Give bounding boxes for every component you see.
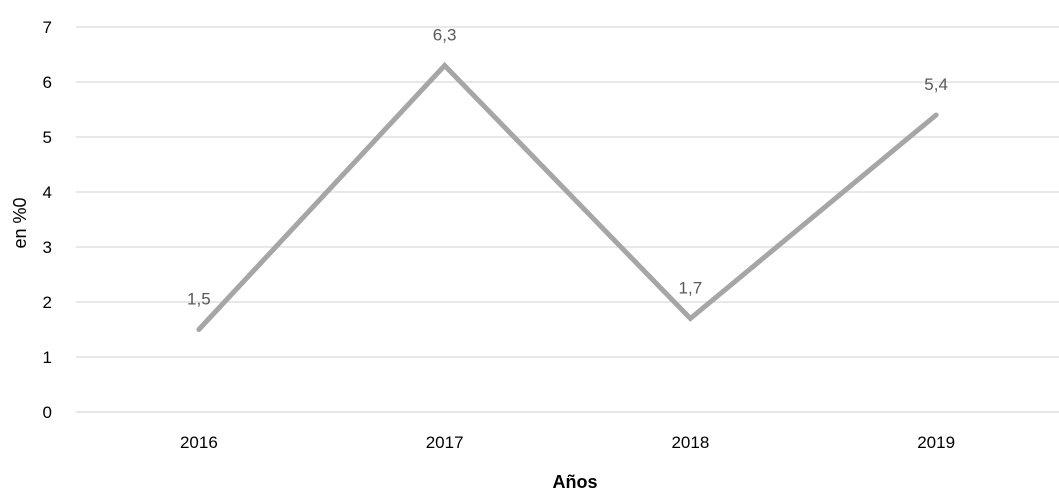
y-tick-label: 0 bbox=[43, 403, 52, 422]
series-layer bbox=[196, 61, 939, 332]
series-line bbox=[196, 61, 939, 332]
data-label: 1,5 bbox=[187, 290, 211, 309]
gridlines bbox=[76, 26, 1059, 413]
y-axis-ticks: 0 1 2 3 4 5 6 7 bbox=[43, 18, 52, 422]
x-tick-label: 2016 bbox=[180, 433, 218, 452]
y-tick-label: 7 bbox=[43, 18, 52, 37]
y-tick-label: 2 bbox=[43, 293, 52, 312]
x-tick-label: 2018 bbox=[671, 433, 709, 452]
y-tick-label: 5 bbox=[43, 128, 52, 147]
data-labels: 1,5 6,3 1,7 5,4 bbox=[187, 26, 948, 309]
data-label: 1,7 bbox=[679, 279, 703, 298]
y-axis-title: en %0 bbox=[10, 197, 30, 248]
data-label: 5,4 bbox=[924, 75, 948, 94]
y-tick-label: 6 bbox=[43, 73, 52, 92]
x-tick-label: 2017 bbox=[426, 433, 464, 452]
x-tick-label: 2019 bbox=[917, 433, 955, 452]
x-axis-title: Años bbox=[553, 472, 598, 492]
x-axis-ticks: 2016 2017 2018 2019 bbox=[180, 433, 955, 452]
y-tick-label: 4 bbox=[43, 183, 52, 202]
data-label: 6,3 bbox=[433, 26, 457, 45]
y-tick-label: 1 bbox=[43, 348, 52, 367]
y-tick-label: 3 bbox=[43, 238, 52, 257]
